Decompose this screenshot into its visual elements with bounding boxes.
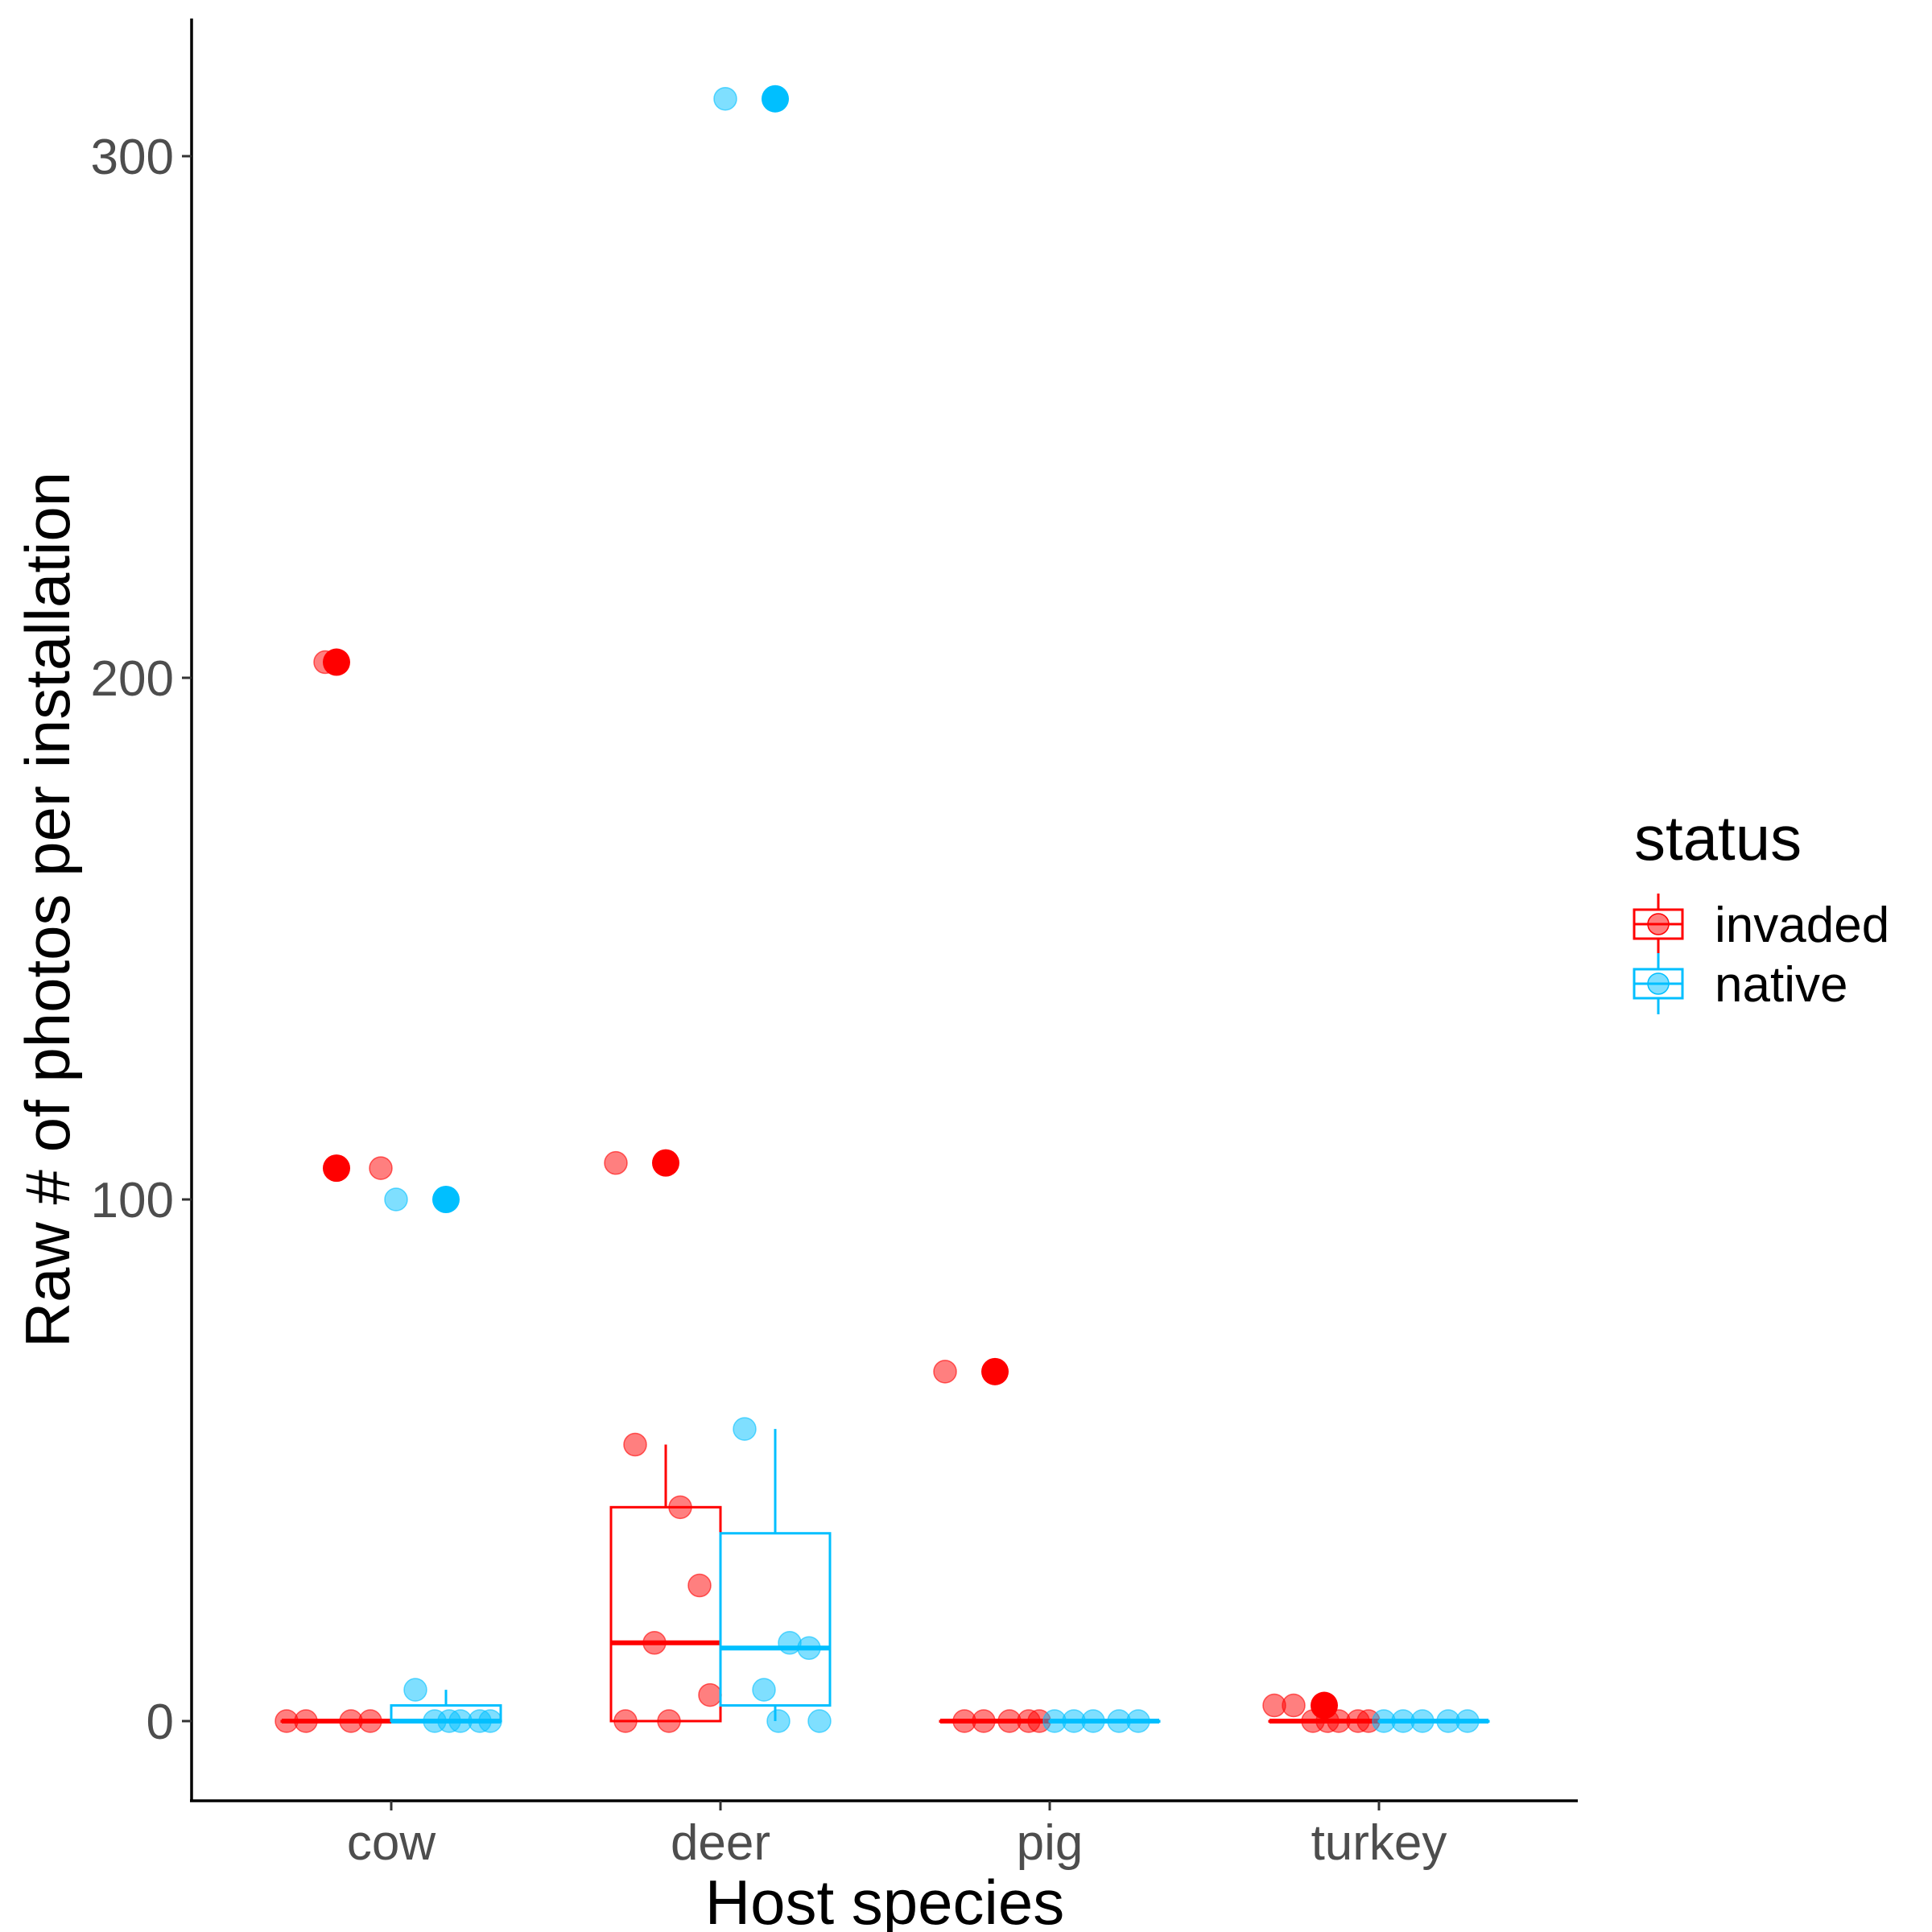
- y-axis-title: Raw # of photos per installation: [12, 472, 83, 1348]
- box-group-native-deer: [713, 85, 832, 1733]
- x-tick-label: cow: [347, 1815, 436, 1871]
- axis-layer: 0 100 200 300 cow deer pig turkey: [91, 19, 1578, 1871]
- data-point: [1315, 1709, 1340, 1733]
- legend-label: native: [1715, 957, 1847, 1013]
- outlier-point: [762, 85, 789, 113]
- data-point: [642, 1631, 667, 1655]
- legend-key-point: [1647, 972, 1670, 995]
- data-point: [369, 1156, 393, 1180]
- y-tick-label: 300: [91, 130, 174, 185]
- data-point: [294, 1709, 318, 1733]
- y-tick-label: 0: [147, 1695, 174, 1750]
- legend-item-native: native: [1633, 953, 1847, 1014]
- data-point: [668, 1495, 692, 1520]
- data-point: [752, 1678, 776, 1702]
- data-point: [403, 1678, 427, 1702]
- data-point: [687, 1573, 712, 1598]
- legend-item-invaded: invaded: [1633, 894, 1889, 955]
- box-group-invaded-deer: [604, 1149, 722, 1733]
- legend-label: invaded: [1715, 898, 1889, 953]
- legend-title: status: [1634, 803, 1802, 873]
- box-group-native-pig: [1042, 1709, 1161, 1733]
- x-axis-title: Host species: [705, 1867, 1065, 1932]
- outlier-point: [323, 1154, 350, 1183]
- y-tick-label: 200: [91, 651, 174, 707]
- data-point: [713, 86, 737, 111]
- legend-key-point: [1647, 913, 1670, 935]
- data-point: [358, 1709, 382, 1733]
- data-point: [1126, 1709, 1150, 1733]
- data-point: [478, 1709, 502, 1733]
- data-point: [604, 1150, 628, 1175]
- box-group-invaded-turkey: [1262, 1691, 1381, 1733]
- data-point: [623, 1432, 647, 1457]
- box-group-native-turkey: [1372, 1709, 1490, 1733]
- data-point: [1410, 1709, 1435, 1733]
- data-point: [698, 1682, 722, 1707]
- box-group-native-cow: [384, 1186, 502, 1733]
- box-group-invaded-cow: [275, 648, 393, 1733]
- x-tick-label: turkey: [1311, 1815, 1447, 1871]
- data-point: [437, 1709, 461, 1733]
- data-point: [797, 1636, 821, 1661]
- data-point: [1282, 1693, 1306, 1718]
- x-tick-label: deer: [671, 1815, 770, 1871]
- data-point: [733, 1417, 757, 1441]
- data-point: [933, 1360, 957, 1384]
- data-point: [384, 1187, 408, 1212]
- data-point: [807, 1709, 832, 1733]
- outlier-point: [981, 1357, 1009, 1385]
- plot-layer: [275, 85, 1490, 1733]
- box-group-invaded-pig: [933, 1357, 1051, 1733]
- data-point: [613, 1709, 638, 1733]
- data-point: [1455, 1709, 1480, 1733]
- outlier-point: [432, 1186, 460, 1213]
- x-tick-label: pig: [1017, 1815, 1084, 1871]
- data-point: [1081, 1709, 1105, 1733]
- data-point: [972, 1709, 996, 1733]
- data-point: [657, 1709, 681, 1733]
- y-tick-label: 100: [91, 1173, 174, 1228]
- outlier-point: [652, 1149, 679, 1177]
- box: [719, 1532, 832, 1707]
- data-point: [766, 1709, 791, 1733]
- data-point: [313, 650, 337, 675]
